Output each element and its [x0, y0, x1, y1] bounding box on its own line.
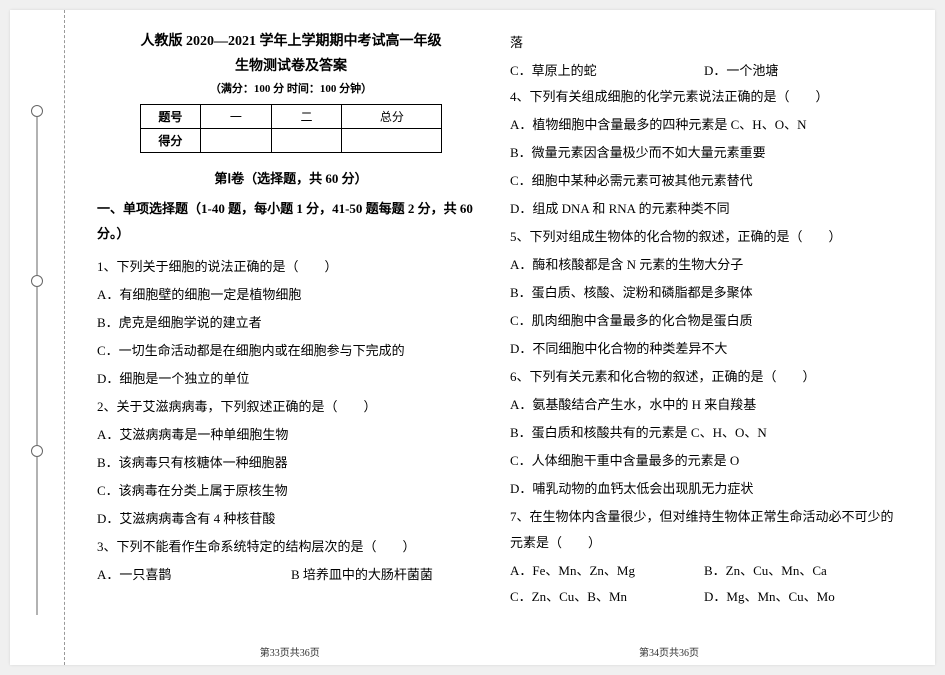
binding-hole — [31, 275, 43, 287]
binding-hole — [31, 445, 43, 457]
binding-line — [37, 117, 38, 275]
exam-title-1: 人教版 2020—2021 学年上学期期中考试高一年级 — [97, 30, 485, 50]
option-b: B．该病毒只有核糖体一种细胞器 — [97, 450, 485, 476]
question-stem: 7、在生物体内含量很少，但对维持生物体正常生命活动必不可少的元素是（ ） — [510, 504, 898, 556]
exam-title-2: 生物测试卷及答案 — [97, 55, 485, 75]
page-number-right: 第34页共36页 — [639, 644, 699, 659]
option-a: A．有细胞壁的细胞一定是植物细胞 — [97, 282, 485, 308]
option-d: D．细胞是一个独立的单位 — [97, 366, 485, 392]
options-row: A．Fe、Mn、Zn、Mg B．Zn、Cu、Mn、Ca — [510, 558, 898, 584]
binding-hole — [31, 105, 43, 117]
options-row: C．Zn、Cu、B、Mn D．Mg、Mn、Cu、Mo — [510, 584, 898, 610]
option-a: A．氨基酸结合产生水，水中的 H 来自羧基 — [510, 392, 898, 418]
question-stem: 2、关于艾滋病病毒，下列叙述正确的是（ ） — [97, 394, 485, 420]
page-number-left: 第33页共36页 — [260, 644, 320, 659]
table-cell — [342, 129, 442, 153]
option-d: D．组成 DNA 和 RNA 的元素种类不同 — [510, 196, 898, 222]
binding-line — [37, 287, 38, 445]
options-row: C．草原上的蛇 D．一个池塘 — [510, 58, 898, 84]
table-cell: 得分 — [140, 129, 200, 153]
right-column: 落 C．草原上的蛇 D．一个池塘 4、下列有关组成细胞的化学元素说法正确的是（ … — [498, 30, 910, 660]
option-a: A．艾滋病病毒是一种单细胞生物 — [97, 422, 485, 448]
options-row: A．一只喜鹊 B 培养皿中的大肠杆菌菌 — [97, 562, 485, 588]
instruction-text: 一、单项选择题（1-40 题，每小题 1 分，41-50 题每题 2 分，共 6… — [97, 197, 485, 246]
table-row: 得分 — [140, 129, 442, 153]
table-cell — [271, 129, 342, 153]
table-cell: 题号 — [140, 105, 200, 129]
option-b: B．虎克是细胞学说的建立者 — [97, 310, 485, 336]
option-c: C．肌肉细胞中含量最多的化合物是蛋白质 — [510, 308, 898, 334]
table-row: 题号 一 二 总分 — [140, 105, 442, 129]
option-b-suffix: 落 — [510, 30, 898, 56]
question-stem: 6、下列有关元素和化合物的叙述，正确的是（ ） — [510, 364, 898, 390]
table-cell — [201, 129, 272, 153]
binding-line — [37, 457, 38, 615]
option-a: A．酶和核酸都是含 N 元素的生物大分子 — [510, 252, 898, 278]
option-d: D．一个池塘 — [704, 58, 898, 84]
question-stem: 5、下列对组成生物体的化合物的叙述，正确的是（ ） — [510, 224, 898, 250]
table-cell: 二 — [271, 105, 342, 129]
question-stem: 4、下列有关组成细胞的化学元素说法正确的是（ ） — [510, 84, 898, 110]
option-d: D．不同细胞中化合物的种类差异不大 — [510, 336, 898, 362]
option-c: C．一切生命活动都是在细胞内或在细胞参与下完成的 — [97, 338, 485, 364]
option-a: A．一只喜鹊 — [97, 562, 291, 588]
page-container: 人教版 2020—2021 学年上学期期中考试高一年级 生物测试卷及答案 （满分… — [10, 10, 935, 665]
left-column: 人教版 2020—2021 学年上学期期中考试高一年级 生物测试卷及答案 （满分… — [85, 30, 498, 660]
option-c: C．Zn、Cu、B、Mn — [510, 584, 704, 610]
question-stem: 1、下列关于细胞的说法正确的是（ ） — [97, 254, 485, 280]
question-stem: 3、下列不能看作生命系统特定的结构层次的是（ ） — [97, 534, 485, 560]
option-a: A．植物细胞中含量最多的四种元素是 C、H、O、N — [510, 112, 898, 138]
option-c: C．该病毒在分类上属于原核生物 — [97, 478, 485, 504]
content-columns: 人教版 2020—2021 学年上学期期中考试高一年级 生物测试卷及答案 （满分… — [65, 10, 935, 665]
table-cell: 一 — [201, 105, 272, 129]
option-b-prefix: B 培养皿中的大肠杆菌菌 — [291, 562, 485, 588]
option-b: B．微量元素因含量极少而不如大量元素重要 — [510, 140, 898, 166]
section-title: 第Ⅰ卷（选择题，共 60 分） — [97, 168, 485, 187]
option-b: B．蛋白质和核酸共有的元素是 C、H、O、N — [510, 420, 898, 446]
score-table: 题号 一 二 总分 得分 — [140, 104, 443, 153]
option-b: B．蛋白质、核酸、淀粉和磷脂都是多聚体 — [510, 280, 898, 306]
option-b: B．Zn、Cu、Mn、Ca — [704, 558, 898, 584]
binding-margin — [10, 10, 65, 665]
exam-info: （满分：100 分 时间：100 分钟） — [97, 80, 485, 96]
option-c: C．细胞中某种必需元素可被其他元素替代 — [510, 168, 898, 194]
option-d: D．艾滋病病毒含有 4 种核苷酸 — [97, 506, 485, 532]
option-c: C．人体细胞干重中含量最多的元素是 O — [510, 448, 898, 474]
option-c: C．草原上的蛇 — [510, 58, 704, 84]
option-d: D．Mg、Mn、Cu、Mo — [704, 584, 898, 610]
table-cell: 总分 — [342, 105, 442, 129]
option-d: D．哺乳动物的血钙太低会出现肌无力症状 — [510, 476, 898, 502]
option-a: A．Fe、Mn、Zn、Mg — [510, 558, 704, 584]
